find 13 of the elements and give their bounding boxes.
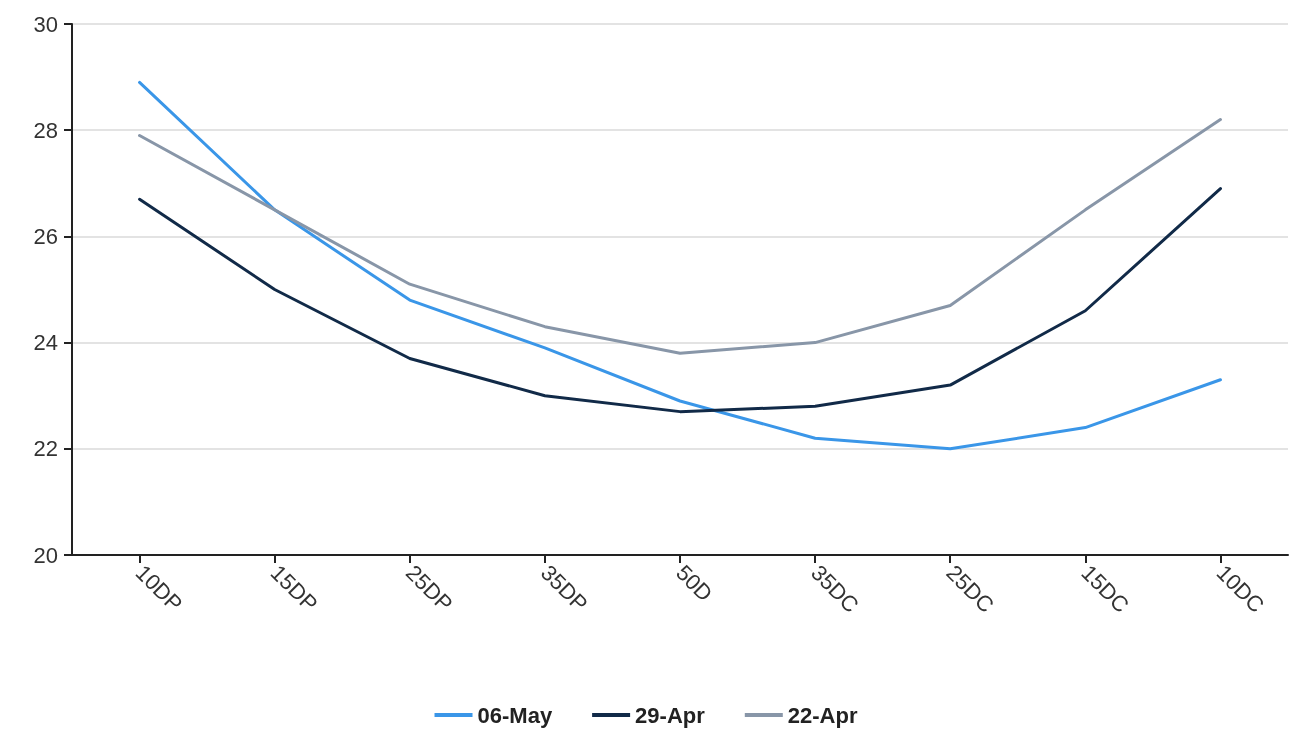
legend-label: 29-Apr bbox=[635, 702, 706, 728]
line-series bbox=[138, 80, 1222, 451]
y-tick-label: 28 bbox=[33, 117, 58, 143]
line-series bbox=[138, 118, 1222, 355]
y-tick-label: 30 bbox=[33, 11, 58, 37]
y-tick-label: 24 bbox=[33, 330, 58, 356]
y-tick-label: 20 bbox=[33, 542, 58, 568]
y-tick-label: 22 bbox=[33, 436, 58, 462]
legend-label: 06-May bbox=[477, 702, 553, 728]
x-tick-label: 50D bbox=[671, 560, 718, 607]
legend-label: 22-Apr bbox=[787, 702, 858, 728]
line-series bbox=[138, 187, 1222, 414]
y-tick-label: 26 bbox=[33, 223, 58, 249]
